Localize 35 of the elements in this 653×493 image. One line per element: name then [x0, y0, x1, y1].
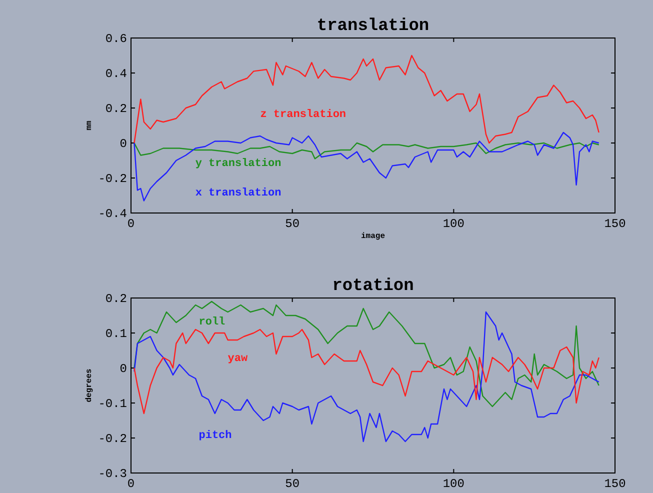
x-axis-title: image [360, 232, 386, 241]
x-tick-label: 100 [442, 477, 464, 491]
y-axis-title: mm [85, 120, 94, 130]
y-tick-label: 0.2 [105, 102, 127, 116]
y-tick-label: 0.2 [105, 292, 127, 306]
x-tick-label: 100 [442, 217, 464, 231]
x-tick-label: 50 [285, 477, 300, 491]
line-series [134, 328, 600, 414]
y-tick-label: 0.1 [105, 327, 127, 342]
x-tick-label: 50 [285, 217, 300, 231]
y-tick-label: 0.6 [105, 32, 127, 46]
line-series [134, 132, 600, 202]
series-label: yaw [228, 353, 248, 365]
line-series [134, 300, 600, 408]
y-tick-label: -0.1 [98, 397, 127, 412]
text: x translation [195, 188, 282, 200]
series-label: roll [198, 316, 226, 328]
series-label: y translation [195, 158, 282, 170]
x-tick-label: 150 [604, 217, 626, 231]
y-tick-label: 0 [120, 362, 127, 376]
y-tick-label: 0.4 [105, 67, 127, 82]
y-tick-label: 0 [120, 137, 127, 152]
series-label: pitch [198, 430, 232, 442]
text: z translation [260, 108, 346, 121]
line-series [134, 142, 600, 160]
line-series [134, 54, 600, 144]
y-axis-title: degrees [85, 368, 94, 402]
line-series [134, 311, 600, 442]
y-tick-label: -0.3 [98, 467, 127, 482]
chart-title: translation [316, 17, 430, 36]
y-tick-label: -0.2 [98, 432, 127, 446]
y-tick-label: -0.2 [98, 172, 127, 186]
y-tick-label: -0.4 [98, 207, 127, 222]
x-tick-label: 150 [604, 477, 626, 491]
chart-title: rotation [332, 277, 414, 296]
